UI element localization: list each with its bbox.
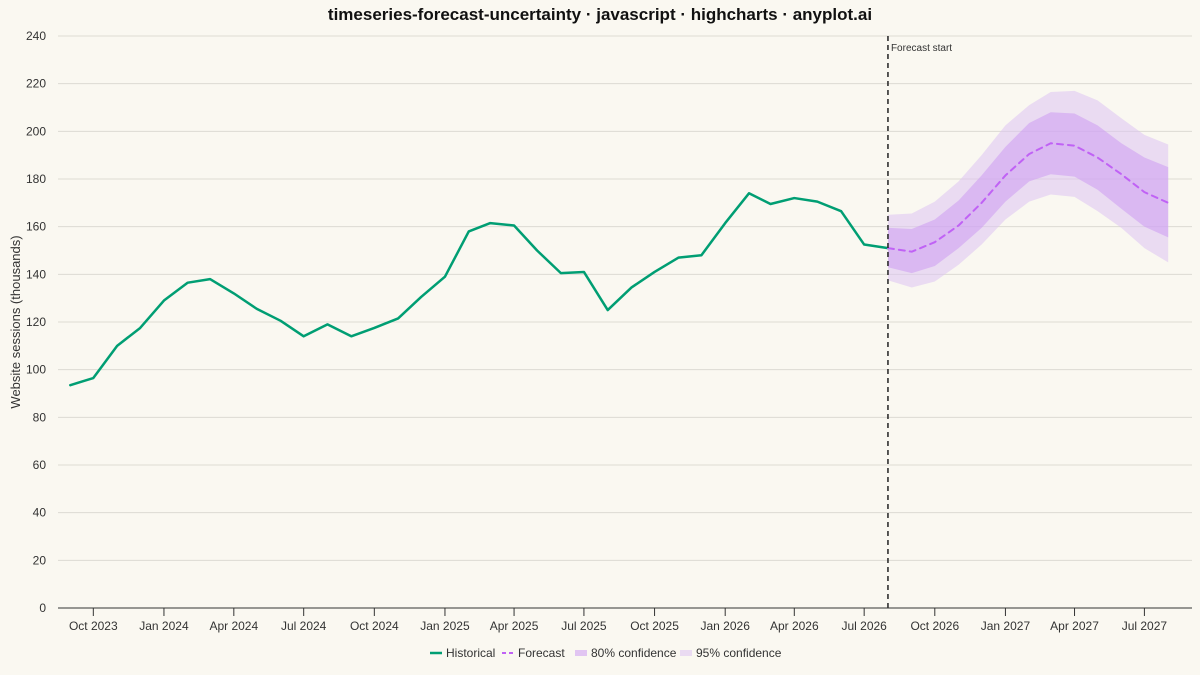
x-tick-label: Apr 2027 xyxy=(1050,619,1099,633)
x-tick-label: Jul 2027 xyxy=(1122,619,1168,633)
legend-swatch-band xyxy=(680,650,692,656)
y-tick-label: 140 xyxy=(26,267,46,281)
y-tick-label: 100 xyxy=(26,363,46,377)
legend-label: Forecast xyxy=(518,646,565,660)
y-tick-label: 220 xyxy=(26,77,46,91)
legend: Historical Forecast 80% confidence 95% conf… xyxy=(430,646,782,660)
x-tick-label: Apr 2026 xyxy=(770,619,819,633)
series-lines: Forecast start xyxy=(69,36,1170,608)
legend-item: Forecast xyxy=(502,646,565,660)
forecast-start-label: Forecast start xyxy=(891,43,952,54)
y-tick-label: 0 xyxy=(39,601,46,615)
y-axis-title: Website sessions (thousands) xyxy=(8,235,23,408)
x-tick-label: Oct 2025 xyxy=(630,619,679,633)
x-tick-label: Jan 2027 xyxy=(981,619,1031,633)
x-tick-label: Jul 2026 xyxy=(841,619,887,633)
x-tick-label: Jan 2026 xyxy=(700,619,750,633)
x-tick-label: Jul 2025 xyxy=(561,619,607,633)
y-tick-label: 240 xyxy=(26,29,46,43)
legend-label: Historical xyxy=(446,646,495,660)
x-tick-label: Jul 2024 xyxy=(281,619,327,633)
y-tick-label: 160 xyxy=(26,220,46,234)
legend-label: 80% confidence xyxy=(591,646,677,660)
x-tick-label: Apr 2024 xyxy=(209,619,258,633)
forecast-line xyxy=(886,142,1170,253)
chart-title: timeseries-forecast-uncertainty · javasc… xyxy=(328,5,872,24)
y-tick-label: 40 xyxy=(33,506,47,520)
confidence-bands xyxy=(887,90,1169,288)
legend-label: 95% confidence xyxy=(696,646,782,660)
x-tick-label: Oct 2024 xyxy=(350,619,399,633)
y-tick-label: 80 xyxy=(33,410,47,424)
x-tick-label: Jan 2024 xyxy=(139,619,189,633)
y-tick-label: 60 xyxy=(33,458,47,472)
legend-swatch-band xyxy=(575,650,587,656)
y-tick-label: 120 xyxy=(26,315,46,329)
x-tick-label: Apr 2025 xyxy=(490,619,539,633)
y-tick-label: 200 xyxy=(26,124,46,138)
legend-item: 80% confidence xyxy=(575,646,677,660)
x-tick-label: Oct 2026 xyxy=(910,619,959,633)
y-tick-label: 180 xyxy=(26,172,46,186)
legend-item: 95% confidence xyxy=(680,646,782,660)
confidence-band-80-confidence xyxy=(887,112,1169,274)
x-tick-label: Oct 2023 xyxy=(69,619,118,633)
y-tick-label: 20 xyxy=(33,553,47,567)
axes: 0 20 40 60 80 100 120 140 160 180 200 220 240 Oct 202… xyxy=(26,29,1192,633)
x-tick-label: Jan 2025 xyxy=(420,619,470,633)
historical-line xyxy=(69,192,890,387)
legend-item: Historical xyxy=(430,646,495,660)
